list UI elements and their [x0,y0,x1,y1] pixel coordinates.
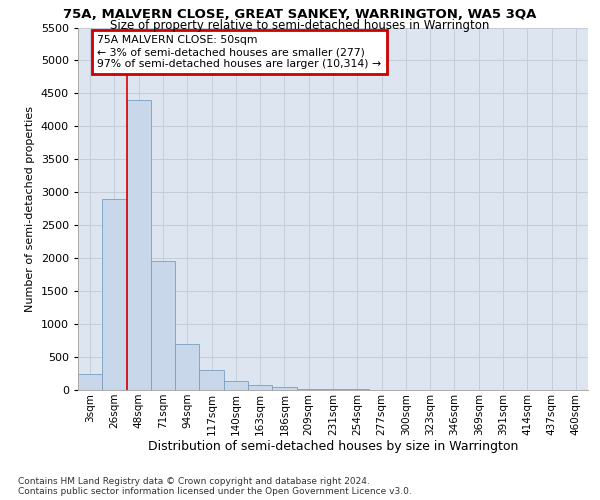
Bar [175,344,199,390]
Text: 75A MALVERN CLOSE: 50sqm
← 3% of semi-detached houses are smaller (277)
97% of s: 75A MALVERN CLOSE: 50sqm ← 3% of semi-de… [97,36,382,68]
Bar [296,388,321,390]
Bar [127,100,151,390]
Bar [78,374,102,390]
Bar [248,384,272,390]
Text: Contains public sector information licensed under the Open Government Licence v3: Contains public sector information licen… [18,487,412,496]
Bar [102,199,127,390]
Bar [272,386,296,390]
Text: Contains HM Land Registry data © Crown copyright and database right 2024.: Contains HM Land Registry data © Crown c… [18,477,370,486]
Y-axis label: Number of semi-detached properties: Number of semi-detached properties [25,106,35,312]
Text: Size of property relative to semi-detached houses in Warrington: Size of property relative to semi-detach… [110,19,490,32]
X-axis label: Distribution of semi-detached houses by size in Warrington: Distribution of semi-detached houses by … [148,440,518,454]
Bar [151,262,175,390]
Bar [199,370,224,390]
Bar [224,382,248,390]
Text: 75A, MALVERN CLOSE, GREAT SANKEY, WARRINGTON, WA5 3QA: 75A, MALVERN CLOSE, GREAT SANKEY, WARRIN… [64,8,536,20]
